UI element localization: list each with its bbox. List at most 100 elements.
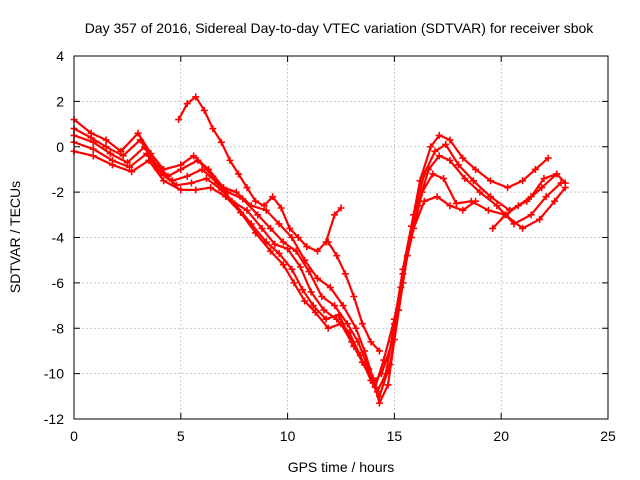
series-line (72, 150, 477, 389)
series-trace-7 (324, 238, 383, 355)
data-point (487, 193, 495, 201)
data-point (331, 211, 339, 219)
data-point (275, 249, 283, 257)
x-tick-label: 25 (600, 428, 616, 444)
series-trace-6 (175, 93, 345, 255)
data-point (254, 211, 262, 219)
data-point (269, 193, 277, 201)
data-point (504, 184, 512, 192)
data-point (299, 286, 307, 294)
data-point (433, 193, 441, 201)
series-trace-8 (489, 170, 569, 232)
data-point (459, 206, 467, 214)
data-point (442, 140, 450, 148)
data-point (493, 202, 501, 210)
series-trace-4 (70, 138, 569, 387)
data-point (126, 163, 134, 171)
x-tick-label: 15 (387, 428, 403, 444)
data-point (446, 156, 454, 164)
data-point (318, 292, 326, 300)
data-point (519, 177, 527, 185)
data-point (489, 224, 497, 232)
data-point (288, 265, 296, 273)
data-point (375, 392, 383, 400)
data-point (160, 177, 168, 185)
data-point (322, 315, 330, 323)
data-point (190, 152, 198, 160)
data-point (198, 165, 206, 173)
data-point (399, 270, 407, 278)
data-point (514, 202, 522, 210)
data-point (386, 361, 394, 369)
data-point (452, 199, 460, 207)
data-point (177, 165, 185, 173)
data-point (243, 206, 251, 214)
x-tick-label: 10 (280, 428, 296, 444)
data-point (237, 209, 245, 217)
y-tick-label: -10 (44, 366, 64, 382)
data-point (192, 93, 200, 101)
data-point (343, 320, 351, 328)
data-point (538, 184, 546, 192)
data-point (128, 168, 136, 176)
data-point (551, 197, 559, 205)
data-point (418, 188, 426, 196)
data-point (350, 292, 358, 300)
data-point (331, 302, 339, 310)
data-point (279, 261, 287, 269)
data-point (561, 179, 569, 187)
data-point (536, 215, 544, 223)
data-point (476, 188, 484, 196)
data-point (390, 315, 398, 323)
series-line (72, 141, 567, 384)
data-point (267, 247, 275, 255)
data-point (487, 177, 495, 185)
data-point (275, 220, 283, 228)
data-point (145, 156, 153, 164)
data-point (209, 125, 217, 133)
data-point (335, 311, 343, 319)
data-point (102, 143, 110, 151)
data-point (429, 170, 437, 178)
x-tick-label: 0 (70, 428, 78, 444)
data-point (314, 274, 322, 282)
data-point (140, 143, 148, 151)
data-point (384, 381, 392, 389)
data-point (440, 175, 448, 183)
data-point (286, 224, 294, 232)
data-point (484, 206, 492, 214)
data-point (89, 138, 97, 146)
data-point (296, 263, 304, 271)
data-point (358, 320, 366, 328)
data-point (501, 211, 509, 219)
data-point (222, 193, 230, 201)
data-point (290, 279, 298, 287)
data-point (102, 136, 110, 144)
data-point (106, 150, 114, 158)
data-point (271, 240, 279, 248)
data-point (292, 247, 300, 255)
data-point (375, 399, 383, 407)
x-tick-label: 20 (493, 428, 509, 444)
data-point (260, 202, 268, 210)
data-point (472, 165, 480, 173)
data-point (279, 238, 287, 246)
data-point (388, 338, 396, 346)
data-point (333, 252, 341, 260)
data-point (360, 361, 368, 369)
y-tick-label: -4 (52, 230, 65, 246)
data-point (324, 324, 332, 332)
data-point (288, 234, 296, 241)
y-tick-label: -12 (44, 411, 64, 427)
data-point (305, 268, 313, 276)
data-point (446, 202, 454, 210)
data-point (324, 238, 332, 246)
y-tick-label: 2 (56, 93, 64, 109)
series-trace-3 (70, 131, 565, 400)
data-point (459, 154, 467, 162)
data-point (258, 224, 266, 232)
data-point (89, 152, 97, 160)
data-point (234, 170, 242, 178)
